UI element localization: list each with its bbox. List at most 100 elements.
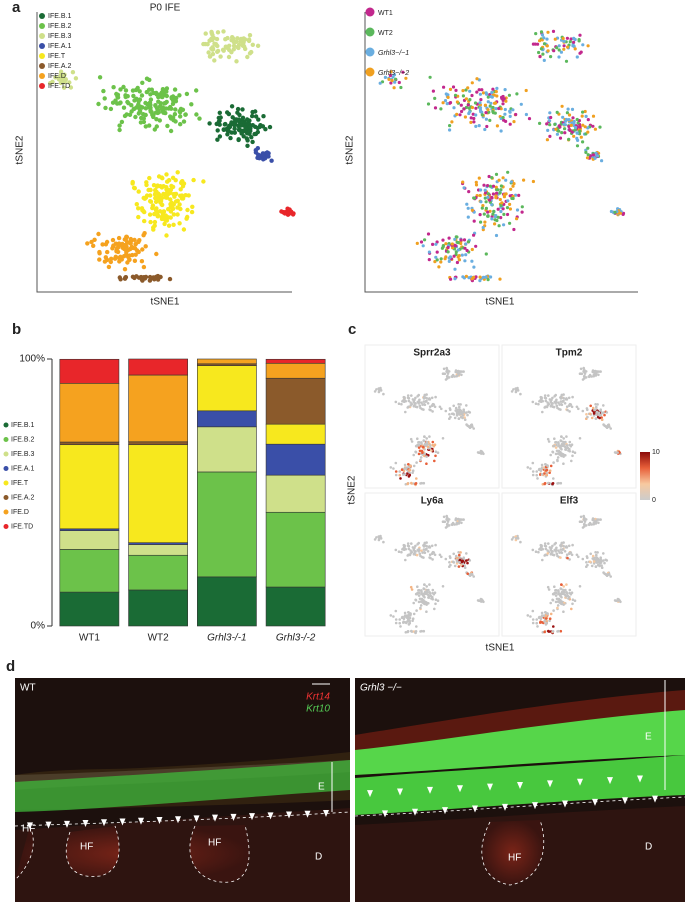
cell-dot [563, 402, 567, 405]
cell-dot [503, 107, 507, 112]
cell-dot [392, 467, 395, 470]
cell-dot [225, 110, 230, 115]
cell-dot [556, 604, 560, 607]
cell-dot [223, 37, 228, 42]
cell-dot [431, 440, 435, 444]
cell-dot [486, 195, 490, 199]
cell-dot [486, 278, 490, 282]
cell-dot [486, 210, 490, 214]
cell-dot [401, 400, 404, 403]
cell-dot [552, 625, 555, 628]
cell-dot [241, 40, 246, 45]
cell-dot [173, 119, 178, 124]
cell-dot [406, 482, 410, 486]
cell-dot [565, 36, 570, 40]
cell-dot [540, 615, 544, 618]
cell-dot [466, 572, 470, 575]
cell-dot [559, 445, 562, 449]
cell-dot [101, 88, 106, 94]
cell-dot [237, 112, 242, 118]
cell-dot [466, 206, 470, 210]
cell-dot [130, 252, 135, 258]
cell-dot [406, 544, 410, 548]
cell-dot [578, 437, 582, 440]
cell-dot [549, 405, 553, 408]
cell-dot [472, 265, 476, 269]
cell-dot [495, 124, 499, 128]
cell-dot [582, 375, 586, 378]
cell-dot [539, 30, 544, 34]
cell-dot [408, 473, 412, 477]
cell-dot [502, 223, 506, 227]
arrowhead [82, 820, 89, 828]
cell-dot [607, 572, 611, 576]
cell-dot [568, 128, 572, 132]
cell-dot [544, 547, 548, 551]
cell-dot [141, 233, 146, 238]
cell-dot [490, 195, 494, 200]
cell-dot [585, 555, 589, 558]
cell-dot [96, 231, 101, 237]
cell-dot [423, 435, 426, 438]
cell-dot [519, 540, 522, 544]
cell-dot [565, 553, 569, 556]
gene-title: Tpm2 [556, 348, 583, 359]
cell-dot [446, 245, 450, 250]
cell-dot [559, 397, 563, 400]
cell-dot [584, 150, 588, 154]
arrowhead [472, 805, 478, 813]
cell-dot [173, 178, 178, 183]
x-tick-label: WT1 [79, 633, 101, 644]
legend-swatch [3, 524, 9, 529]
cell-dot [561, 400, 564, 403]
colorbar-label: 0 [652, 497, 656, 504]
cell-dot [412, 401, 416, 404]
cell-dot [412, 601, 416, 605]
cell-dot [568, 410, 571, 413]
bar-segment [197, 471, 257, 578]
cell-dot [392, 73, 397, 77]
cell-dot [526, 614, 530, 617]
cell-dot [215, 43, 220, 49]
cell-dot [433, 405, 437, 409]
cell-dot [549, 55, 553, 59]
cell-dot [461, 180, 465, 184]
cell-dot [422, 629, 426, 633]
cell-dot [409, 404, 413, 407]
cell-dot [572, 40, 576, 44]
cell-dot [457, 565, 461, 568]
cell-dot [560, 454, 563, 458]
cell-dot [545, 37, 549, 41]
cell-dot [559, 439, 562, 442]
cell-dot [177, 93, 182, 98]
cell-dot [570, 607, 573, 611]
cell-dot [486, 214, 490, 218]
cell-dot [378, 537, 381, 540]
cell-dot [122, 237, 128, 242]
cell-dot [194, 88, 199, 93]
cell-dot [593, 556, 596, 560]
cell-dot [164, 233, 169, 238]
cell-dot [407, 547, 411, 551]
cell-dot [394, 77, 398, 81]
cell-dot [586, 146, 590, 150]
cell-dot [458, 405, 461, 409]
bar-segment [59, 382, 120, 443]
cell-dot [170, 101, 176, 107]
cell-dot [171, 212, 177, 217]
cell-dot [417, 594, 421, 597]
cell-dot [123, 88, 129, 93]
cell-dot [231, 43, 237, 48]
cell-dot [144, 89, 149, 95]
cell-dot [444, 557, 448, 561]
cell-dot [580, 520, 584, 524]
cell-dot [581, 140, 585, 144]
cell-dot [577, 39, 581, 43]
cell-dot [443, 257, 447, 261]
cell-dot [468, 411, 472, 414]
cell-dot [400, 616, 404, 619]
cell-dot [140, 208, 145, 213]
cell-dot [398, 473, 402, 477]
cell-dot [543, 472, 546, 475]
cell-dot [504, 99, 508, 103]
